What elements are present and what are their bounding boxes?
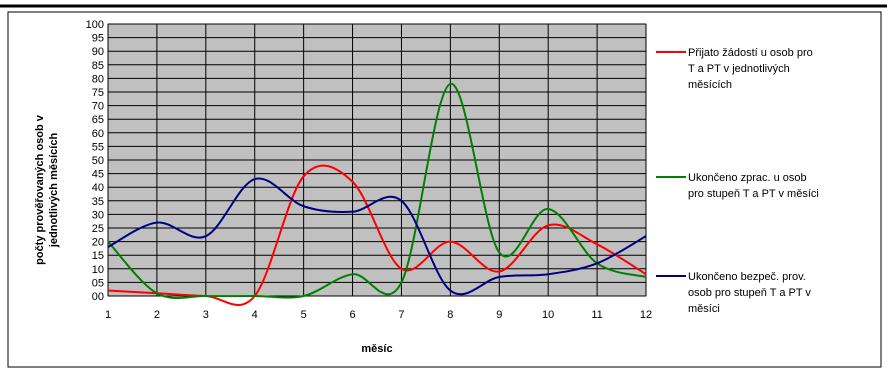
x-tick-label: 6 [349, 309, 355, 321]
y-tick-label: 30 [92, 209, 104, 221]
y-tick-label: 100 [86, 19, 104, 31]
x-tick-label: 2 [154, 309, 160, 321]
y-tick-label: 90 [92, 46, 104, 58]
x-tick-label: 9 [496, 309, 502, 321]
x-tick-label: 5 [301, 309, 307, 321]
y-axis-title-line-2: jednotlivých měsících [48, 133, 60, 249]
y-tick-label: 05 [92, 277, 104, 289]
x-tick-labels: 1 2 3 4 5 6 7 8 9 10 11 12 [105, 309, 652, 321]
x-tick-label: 1 [105, 309, 111, 321]
y-tick-label: 00 [92, 291, 104, 303]
series-line-2 [107, 82, 647, 300]
y-tick-label: 25 [92, 223, 104, 235]
x-tick-label: 4 [252, 309, 258, 321]
y-tick-label: 60 [92, 128, 104, 140]
legend-label-2: Ukončeno zprac. u osob [688, 172, 807, 184]
y-tick-label: 10 [92, 264, 104, 276]
y-tick-label: 65 [92, 114, 104, 126]
y-tick-label: 40 [92, 182, 104, 194]
y-tick-label: 35 [92, 196, 104, 208]
series-line-3 [107, 177, 647, 296]
legend-label-3: osob pro stupeň T a PT v [688, 287, 811, 299]
y-tick-label: 55 [92, 141, 104, 153]
plot-area [107, 23, 647, 297]
y-tick-label: 15 [92, 250, 104, 262]
y-tick-label: 80 [92, 73, 104, 85]
chart-frame [7, 11, 882, 368]
y-axis-title-line-1: počty prověřovaných osob v [34, 114, 46, 265]
x-tick-label: 10 [542, 309, 554, 321]
x-axis-title: měsíc [361, 343, 392, 355]
y-tick-label: 50 [92, 155, 104, 167]
x-tick-label: 11 [591, 309, 602, 321]
legend-label-1: T a PT v jednotlivých [688, 63, 790, 75]
legend: Přijato žádostí u osob pro T a PT v jedno… [656, 47, 819, 315]
y-tick-label: 20 [92, 237, 104, 249]
y-tick-label: 75 [92, 87, 104, 99]
y-tick-label: 85 [92, 60, 104, 72]
x-tick-label: 8 [447, 309, 453, 321]
legend-label-3: měsíci [688, 303, 720, 315]
x-tick-label: 12 [640, 309, 652, 321]
y-tick-label: 95 [92, 33, 104, 45]
series-layer [107, 82, 647, 306]
legend-label-2: pro stupeň T a PT v měsíci [688, 188, 819, 200]
legend-label-3: Ukončeno bezpeč. prov. [688, 271, 806, 283]
y-tick-label: 45 [92, 169, 104, 181]
legend-label-1: Přijato žádostí u osob pro [688, 47, 813, 59]
legend-label-1: měsících [688, 79, 732, 91]
x-tick-label: 7 [398, 309, 404, 321]
y-tick-label: 70 [92, 101, 104, 113]
x-tick-label: 3 [203, 309, 209, 321]
y-axis-title: počty prověřovaných osob v jednotlivých … [34, 114, 60, 265]
